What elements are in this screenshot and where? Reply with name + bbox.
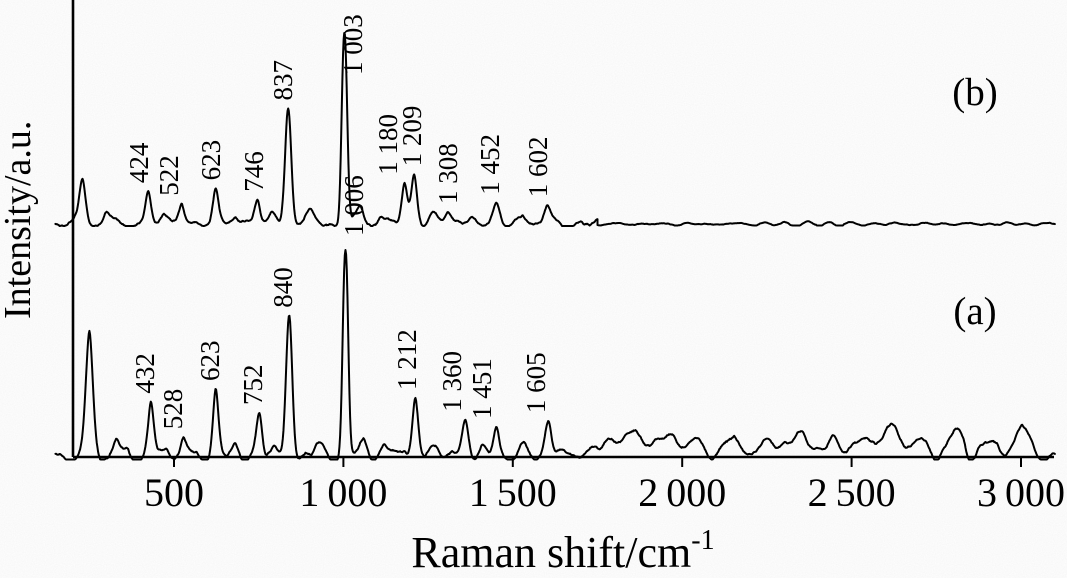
svg-text:1 602: 1 602 bbox=[523, 136, 553, 197]
svg-text:1 006: 1 006 bbox=[339, 175, 369, 236]
svg-text:(b): (b) bbox=[952, 71, 997, 114]
svg-text:2 000: 2 000 bbox=[638, 470, 726, 515]
svg-text:1 605: 1 605 bbox=[521, 352, 551, 413]
svg-text:1 003: 1 003 bbox=[338, 14, 368, 75]
svg-text:623: 623 bbox=[195, 341, 225, 382]
svg-text:837: 837 bbox=[268, 60, 298, 101]
svg-text:1 500: 1 500 bbox=[469, 470, 557, 515]
svg-text:528: 528 bbox=[158, 389, 188, 430]
svg-text:1 000: 1 000 bbox=[299, 470, 387, 515]
svg-text:623: 623 bbox=[196, 140, 226, 181]
svg-text:1 308: 1 308 bbox=[433, 143, 463, 204]
svg-text:432: 432 bbox=[130, 353, 160, 394]
svg-text:752: 752 bbox=[238, 365, 268, 406]
svg-text:Raman shift/cm-1: Raman shift/cm-1 bbox=[411, 525, 714, 577]
svg-text:2 500: 2 500 bbox=[808, 470, 896, 515]
svg-text:1 452: 1 452 bbox=[475, 134, 505, 195]
svg-text:522: 522 bbox=[154, 155, 184, 196]
svg-text:Intensity/a.u.: Intensity/a.u. bbox=[0, 121, 39, 319]
svg-text:3 000: 3 000 bbox=[977, 470, 1065, 515]
svg-text:746: 746 bbox=[239, 151, 269, 192]
svg-text:840: 840 bbox=[268, 267, 298, 308]
svg-text:1 209: 1 209 bbox=[397, 106, 427, 167]
svg-text:1 212: 1 212 bbox=[392, 329, 422, 390]
svg-text:1 451: 1 451 bbox=[467, 358, 497, 419]
svg-text:(a): (a) bbox=[953, 290, 996, 333]
svg-text:500: 500 bbox=[144, 470, 204, 515]
svg-text:424: 424 bbox=[124, 142, 154, 183]
svg-text:1 360: 1 360 bbox=[437, 351, 467, 412]
